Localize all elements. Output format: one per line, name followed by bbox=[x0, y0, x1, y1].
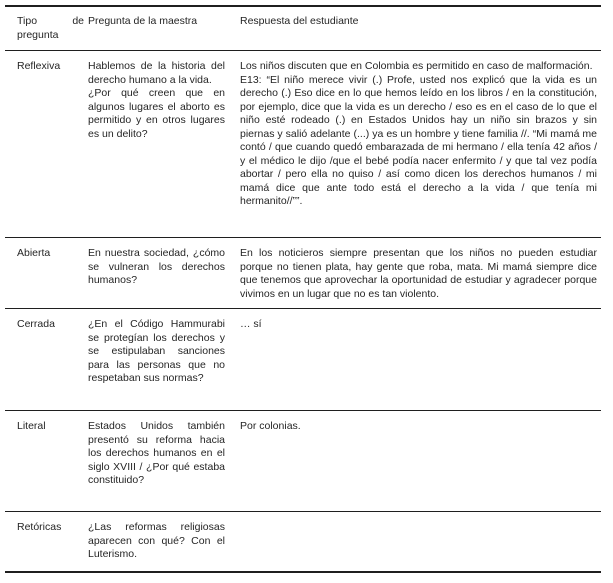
cell-question-type: Literal bbox=[5, 411, 88, 511]
cell-student-response: Los niños discuten que en Colombia es pe… bbox=[235, 51, 601, 237]
teacher-question-paragraph: ¿Por qué creen que en algunos lugares el… bbox=[88, 87, 225, 140]
cell-question-type: Reflexiva bbox=[5, 51, 88, 237]
teacher-question-paragraph: En nuestra sociedad, ¿cómo se vulneran l… bbox=[88, 247, 225, 286]
cell-student-response: Por colonias. bbox=[235, 411, 601, 511]
cell-teacher-question: ¿En el Código Hammurabi se protegían los… bbox=[88, 309, 235, 410]
question-type-label: Reflexiva bbox=[17, 60, 61, 72]
cell-teacher-question: En nuestra sociedad, ¿cómo se vulneran l… bbox=[88, 238, 235, 308]
column-header-label: Respuesta del estudiante bbox=[240, 15, 359, 27]
table-row-cerrada: Cerrada ¿En el Código Hammurabi se prote… bbox=[5, 309, 601, 411]
cell-student-response-empty bbox=[235, 512, 601, 571]
teacher-question-paragraph: ¿En el Código Hammurabi se protegían los… bbox=[88, 318, 225, 384]
cell-student-response: … sí bbox=[235, 309, 601, 410]
column-header-label: Pregunta de la maestra bbox=[88, 15, 198, 27]
student-response-paragraph: Por colonias. bbox=[240, 420, 301, 432]
question-type-label: Literal bbox=[17, 420, 46, 432]
cell-teacher-question: Hablemos de la historia del derecho huma… bbox=[88, 51, 235, 237]
column-header-label: Tipo de pregunta bbox=[17, 15, 84, 41]
column-header-question-type: Tipo de pregunta bbox=[5, 7, 88, 50]
student-response-paragraph: E13: “El niño merece vivir (.) Profe, us… bbox=[240, 73, 597, 208]
student-response-paragraph: En los noticieros siempre presentan que … bbox=[240, 247, 597, 300]
cell-student-response: En los noticieros siempre presentan que … bbox=[235, 238, 601, 308]
cell-teacher-question: Estados Unidos también presentó su refor… bbox=[88, 411, 235, 511]
table-row-retoricas: Retóricas ¿Las reformas religiosas apare… bbox=[5, 512, 601, 571]
table-header-row: Tipo de pregunta Pregunta de la maestra … bbox=[5, 7, 601, 51]
cell-question-type: Abierta bbox=[5, 238, 88, 308]
table-row-literal: Literal Estados Unidos también presentó … bbox=[5, 411, 601, 512]
question-type-label: Abierta bbox=[17, 247, 51, 259]
cell-teacher-question: ¿Las reformas religiosas aparecen con qu… bbox=[88, 512, 235, 571]
cell-question-type: Retóricas bbox=[5, 512, 88, 571]
table-row-abierta: Abierta En nuestra sociedad, ¿cómo se vu… bbox=[5, 238, 601, 309]
question-type-label: Cerrada bbox=[17, 318, 55, 330]
teacher-question-paragraph: Estados Unidos también presentó su refor… bbox=[88, 420, 225, 486]
question-types-table: Tipo de pregunta Pregunta de la maestra … bbox=[5, 5, 601, 573]
teacher-question-paragraph: ¿Las reformas religiosas aparecen con qu… bbox=[88, 521, 225, 560]
column-header-teacher-question: Pregunta de la maestra bbox=[88, 7, 235, 50]
student-response-paragraph: Los niños discuten que en Colombia es pe… bbox=[240, 60, 593, 72]
student-response-paragraph: … sí bbox=[240, 318, 262, 330]
table-row-reflexiva: Reflexiva Hablemos de la historia del de… bbox=[5, 51, 601, 238]
cell-question-type: Cerrada bbox=[5, 309, 88, 410]
teacher-question-paragraph: Hablemos de la historia del derecho huma… bbox=[88, 60, 225, 86]
column-header-student-response: Respuesta del estudiante bbox=[235, 7, 601, 50]
question-type-label: Retóricas bbox=[17, 521, 62, 533]
